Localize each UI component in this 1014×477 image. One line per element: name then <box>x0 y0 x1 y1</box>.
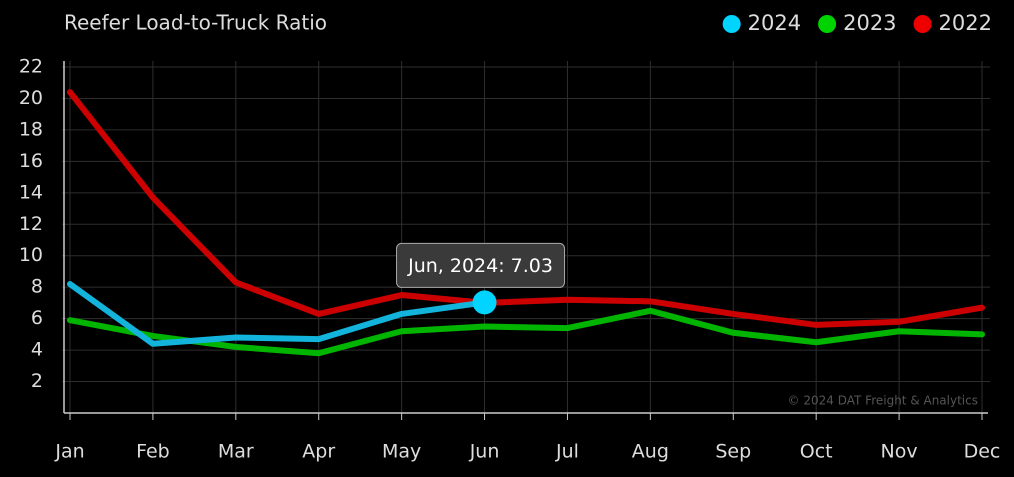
x-tick-label: Jun <box>469 441 500 463</box>
tooltip-text: Jun, 2024: 7.03 <box>407 255 553 277</box>
series-line <box>67 89 985 328</box>
x-tick-label: Aug <box>632 441 669 463</box>
y-tick-label: 14 <box>19 181 43 203</box>
y-tick-label: 18 <box>19 118 43 140</box>
legend-swatch <box>818 15 837 33</box>
x-tick-label: Oct <box>800 441 833 463</box>
x-tick-label: Jan <box>54 441 84 463</box>
tooltip-box <box>396 242 566 288</box>
y-tick-label: 6 <box>31 307 43 329</box>
x-tick-label: Feb <box>136 441 170 463</box>
legend-label: 2024 <box>748 11 801 35</box>
legend-label: 2023 <box>843 11 896 35</box>
legend-swatch <box>722 15 741 33</box>
x-tick-label: Nov <box>881 441 918 463</box>
series-line <box>67 281 488 347</box>
y-tick-label: 16 <box>19 150 43 172</box>
legend-swatch <box>913 15 932 33</box>
copyright: © 2024 DAT Freight & Analytics <box>788 394 978 408</box>
y-tick-label: 4 <box>31 339 43 361</box>
series-line <box>67 307 985 357</box>
chart-title: Reefer Load-to-Truck Ratio <box>64 11 327 35</box>
x-tick-label: Apr <box>302 441 335 463</box>
x-tick-label: Sep <box>715 441 751 463</box>
y-tick-label: 20 <box>19 87 43 109</box>
y-tick-label: 8 <box>31 276 43 298</box>
highlight-point <box>472 290 497 315</box>
y-tick-label: 2 <box>31 370 43 392</box>
x-tick-label: May <box>382 441 421 463</box>
x-tick-label: Mar <box>218 441 254 463</box>
x-tick-label: Dec <box>964 441 1001 463</box>
y-tick-label: 10 <box>19 244 43 266</box>
x-tick-label: Jul <box>555 441 579 463</box>
y-tick-label: 12 <box>19 213 43 235</box>
legend-label: 2022 <box>939 11 992 35</box>
y-tick-label: 22 <box>19 56 43 78</box>
